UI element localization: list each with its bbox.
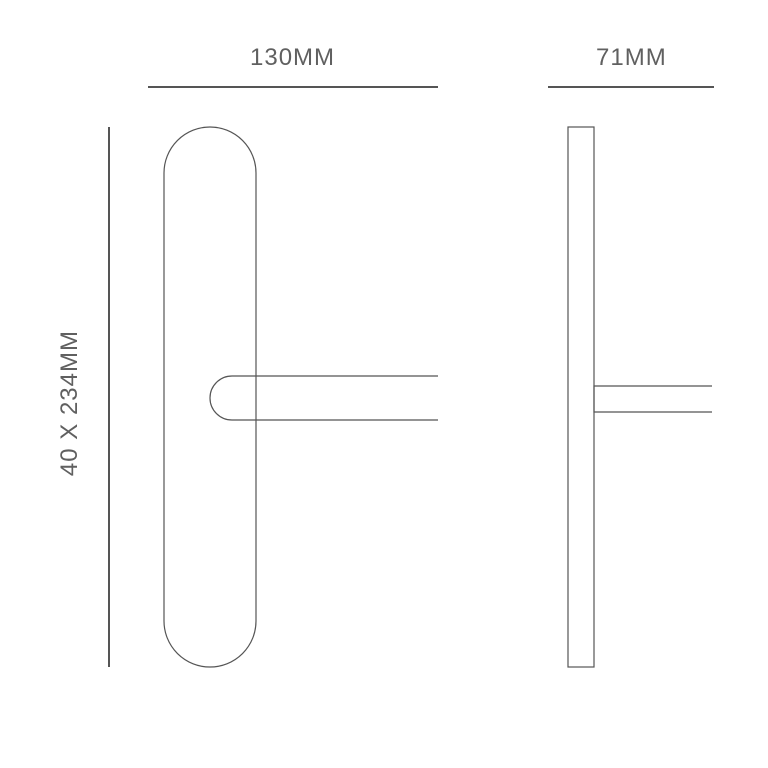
side-spindle [594,386,712,412]
front-lever [210,376,438,420]
technical-drawing [0,0,768,768]
side-backplate [568,127,594,667]
